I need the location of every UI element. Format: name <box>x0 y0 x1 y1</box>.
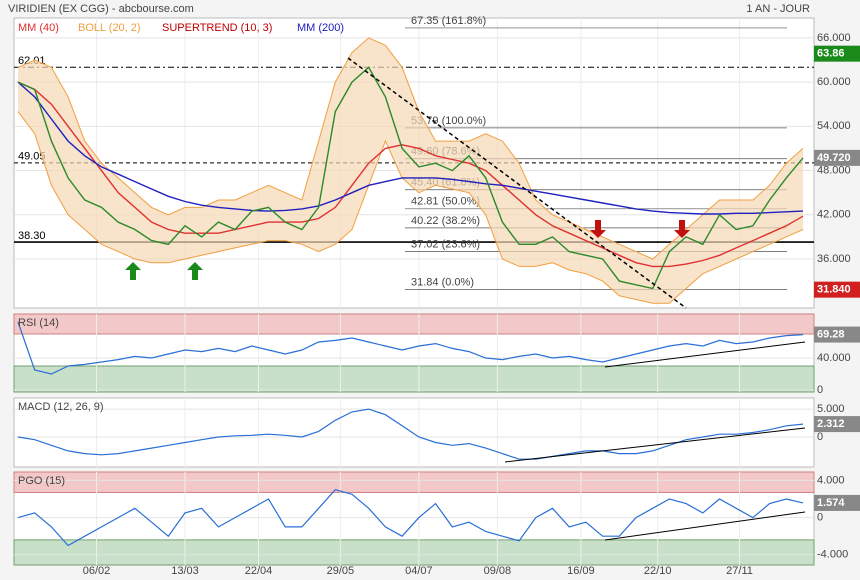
y-tick-label: 54.000 <box>817 120 851 132</box>
y-tick-label: 42.000 <box>817 209 851 221</box>
x-tick-label: 09/08 <box>484 565 512 577</box>
fib-label: 42.81 (50.0%) <box>411 196 480 208</box>
trend-line <box>504 427 806 463</box>
chart-title: VIRIDIEN (EX CGG) - abcbourse.com <box>8 3 194 15</box>
x-tick-label: 04/07 <box>405 565 433 577</box>
sell-arrow <box>590 220 606 238</box>
level-label: 38.30 <box>18 230 46 242</box>
price-tag-label: 31.840 <box>817 284 851 296</box>
price-tag <box>814 326 860 343</box>
plots: 36.00042.00048.00054.00060.00066.00062.0… <box>13 15 860 577</box>
panel-title: PGO (15) <box>18 475 65 487</box>
y-tick-label: 0 <box>817 431 823 443</box>
y-tick-label: 4.000 <box>817 474 845 486</box>
panel-title: RSI (14) <box>18 317 59 329</box>
oversold-band <box>13 365 815 393</box>
fib-label: 31.84 (0.0%) <box>411 277 474 289</box>
legend-entry: SUPERTREND (10, 3) <box>162 22 272 34</box>
panel <box>13 397 815 468</box>
y-tick-label: 0 <box>817 384 823 396</box>
x-tick-label: 22/04 <box>245 565 273 577</box>
price-tag-label: 63.86 <box>817 48 845 60</box>
price-tag-label: 2.312 <box>817 418 845 430</box>
overbought-band <box>13 313 815 335</box>
buy-arrow <box>125 262 141 280</box>
y-tick-label: 60.000 <box>817 76 851 88</box>
bollinger-upper <box>17 37 804 260</box>
overbought-band <box>13 471 815 493</box>
indicator-line <box>17 321 804 375</box>
trend-line <box>604 341 806 368</box>
panel-title: MACD (12, 26, 9) <box>18 401 104 413</box>
y-tick-label: 36.000 <box>817 253 851 265</box>
trend-line <box>347 57 687 309</box>
fib-label: 67.35 (161.8%) <box>411 15 486 27</box>
y-tick-label: 0 <box>817 511 823 523</box>
legend-entry: MM (200) <box>297 22 344 34</box>
price-tag <box>814 149 860 166</box>
price-tag-label: 69.28 <box>817 328 845 340</box>
trend-line <box>604 511 806 541</box>
fib-label: 37.02 (23.6%) <box>411 238 480 250</box>
legend-entry: MM (40) <box>18 22 59 34</box>
bollinger-lower <box>17 111 804 304</box>
price-tag <box>814 45 860 62</box>
price-tag <box>814 416 860 433</box>
level-label: 49.05 <box>18 151 46 163</box>
price-tag-label: 49.720 <box>817 152 851 164</box>
indicator-line <box>17 408 804 460</box>
price-tag-label: 1.574 <box>817 497 845 509</box>
y-tick-label: -4.000 <box>817 549 848 561</box>
fib-label: 40.22 (38.2%) <box>411 215 480 227</box>
x-tick-label: 16/09 <box>567 565 595 577</box>
price-line <box>17 66 804 290</box>
moving-average <box>17 81 804 268</box>
period: 1 AN - JOUR <box>746 3 810 15</box>
x-tick-label: 13/03 <box>171 565 199 577</box>
indicator-line <box>17 489 804 547</box>
y-tick-label: 40.000 <box>817 352 851 364</box>
sell-arrow <box>674 220 690 238</box>
price-tag <box>814 494 860 511</box>
legend-entry: BOLL (20, 2) <box>78 22 141 34</box>
price-tag <box>814 281 860 298</box>
moving-average <box>17 81 804 215</box>
x-tick-label: 29/05 <box>327 565 355 577</box>
y-tick-label: 48.000 <box>817 164 851 176</box>
oversold-band <box>13 539 815 566</box>
x-tick-label: 27/11 <box>726 565 753 577</box>
y-tick-label: 5.000 <box>817 403 845 415</box>
x-tick-label: 06/02 <box>83 565 111 577</box>
buy-arrow <box>187 262 203 280</box>
x-tick-label: 22/10 <box>644 565 672 577</box>
y-tick-label: 66.000 <box>817 32 851 44</box>
bollinger-fill <box>18 37 803 304</box>
